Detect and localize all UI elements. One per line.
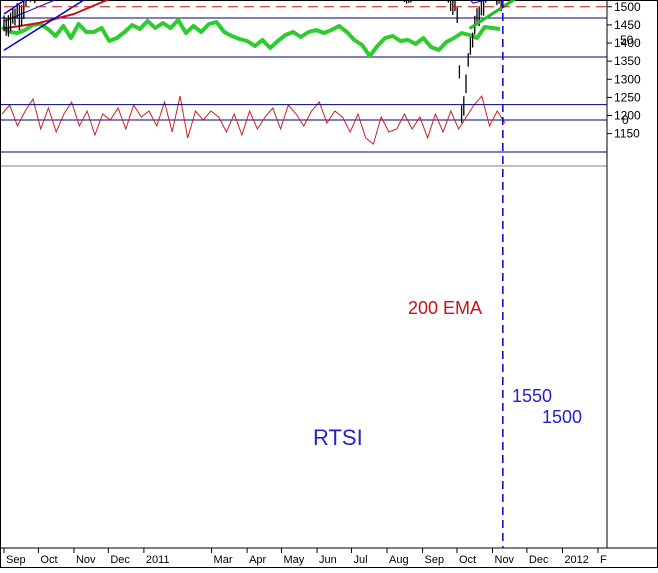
trendline	[468, 0, 516, 30]
price-tick-label: 1450	[614, 18, 641, 32]
level-1550-label: 1550	[512, 386, 552, 406]
month-label: Sep	[425, 554, 445, 566]
oscillator-mid-panel: 0	[1, 94, 629, 145]
price-tick-label: 1150	[614, 127, 640, 141]
month-label: May	[284, 554, 305, 566]
month-label: 2012	[564, 554, 588, 566]
price-tick-label: 1250	[614, 90, 641, 104]
month-label: Oct	[40, 554, 57, 566]
month-label: Aug	[389, 554, 409, 566]
oscillator-mid-series	[1, 94, 506, 145]
price-tick-label: 1500	[614, 0, 641, 14]
month-label: Jun	[319, 554, 337, 566]
month-label: Mar	[214, 554, 233, 566]
price-tick-label: 1200	[614, 109, 641, 123]
month-label: Dec	[529, 554, 549, 566]
oscillator-top-panel: 50	[0, 17, 634, 153]
price-tick-label: 1300	[614, 72, 641, 86]
price-tick-label: 1400	[614, 36, 641, 50]
month-label: Apr	[249, 554, 266, 566]
osc-mid-tick-label: 0	[622, 113, 629, 127]
price-panel	[0, 0, 609, 548]
month-label: Nov	[495, 554, 515, 566]
level-1500-label: 1500	[542, 407, 582, 427]
axes: 1150120012501300135014001450150015501600…	[3, 0, 641, 566]
ema-label: 200 EMA	[408, 298, 482, 318]
price-tick-label: 1350	[614, 54, 641, 68]
osc-top-tick-label: 50	[620, 33, 634, 47]
month-label: 2011	[146, 554, 170, 566]
month-label: Nov	[76, 554, 96, 566]
month-label: F	[600, 554, 607, 566]
month-label: Sep	[6, 554, 26, 566]
month-label: Jul	[353, 554, 367, 566]
index-label: RTSI	[313, 425, 363, 450]
month-label: Oct	[459, 554, 476, 566]
oscillator-top-series	[0, 18, 501, 58]
trendline	[3, 0, 86, 51]
month-label: Dec	[110, 554, 130, 566]
